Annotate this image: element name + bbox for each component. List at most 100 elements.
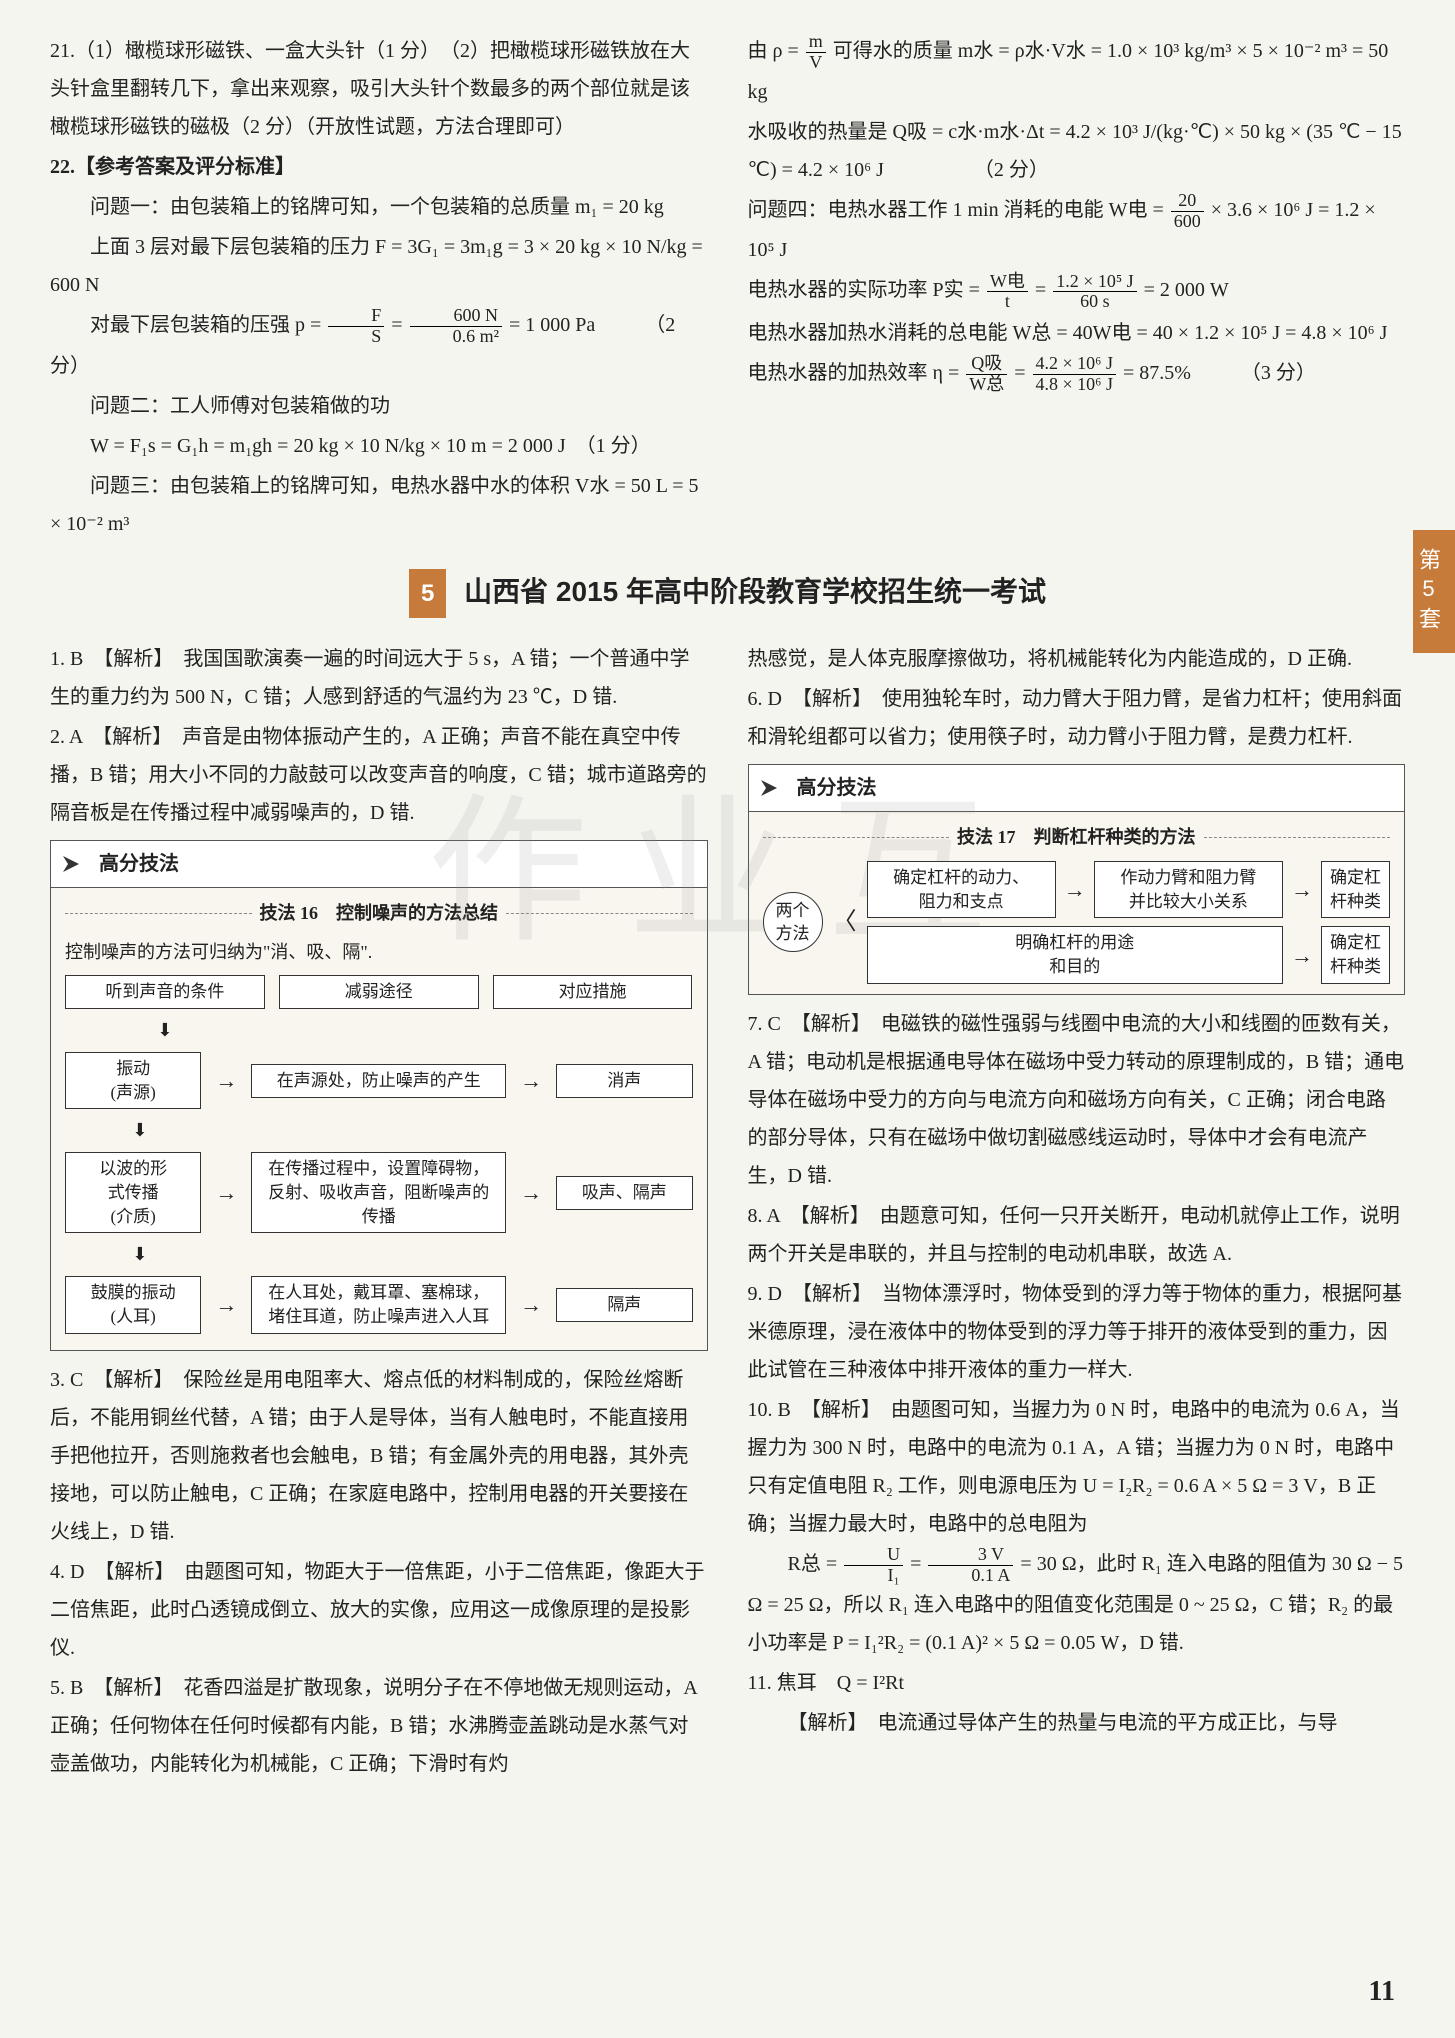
d16-r3c: 隔声 bbox=[556, 1288, 692, 1322]
ans-10-eq: R总 = UI₁ = 3 V0.1 A = 30 Ω，此时 R₁ 连入电路的阻值… bbox=[748, 1545, 1406, 1662]
d16-r3b: 在人耳处，戴耳罩、塞棉球，堵住耳道，防止噪声进入人耳 bbox=[251, 1276, 506, 1334]
arrow-right-icon: → bbox=[215, 1062, 237, 1099]
q21: 21.（1）橄榄球形磁铁、一盒大头针（1 分） （2）把橄榄球形磁铁放在大头针盒… bbox=[50, 32, 708, 146]
fraction: 20600 bbox=[1171, 191, 1204, 232]
r6: 电热水器的加热效率 η = Q吸W总 = 4.2 × 10⁶ J4.8 × 10… bbox=[748, 354, 1406, 395]
arrow-down-icon: ⬇ bbox=[65, 1015, 265, 1046]
d16-h2: 减弱途径 bbox=[279, 975, 479, 1009]
tech-header-17: 高分技法 bbox=[748, 764, 1406, 812]
tech-header-16: 高分技法 bbox=[50, 840, 708, 888]
d16-h3: 对应措施 bbox=[493, 975, 693, 1009]
arrow-icon bbox=[755, 774, 783, 802]
fraction: FS bbox=[328, 306, 384, 347]
q22-p6: 问题三：由包装箱上的铭牌可知，电热水器中水的体积 V水 = 50 L = 5 ×… bbox=[50, 467, 708, 543]
fraction: mV bbox=[806, 32, 826, 73]
tech-intro: 控制噪声的方法可归纳为"消、吸、隔". bbox=[65, 937, 693, 968]
ans-5-cont: 热感觉，是人体克服摩擦做功，将机械能转化为内能造成的，D 正确. bbox=[748, 640, 1406, 678]
d16-r2a: 以波的形 式传播 (介质) bbox=[65, 1152, 201, 1233]
q22-p5: W = F₁s = G₁h = m₁gh = 20 kg × 10 N/kg ×… bbox=[50, 427, 708, 465]
q22-p2: 上面 3 层对最下层包装箱的压力 F = 3G₁ = 3m₁g = 3 × 20… bbox=[50, 228, 708, 304]
d16-r2c: 吸声、隔声 bbox=[556, 1176, 692, 1210]
arrow-right-icon: → bbox=[520, 1062, 542, 1099]
text: 对最下层包装箱的压强 p = bbox=[90, 314, 326, 336]
arrow-right-icon: → bbox=[1291, 937, 1313, 974]
arrow-right-icon: → bbox=[1291, 871, 1313, 908]
fraction: 1.2 × 10⁵ J60 s bbox=[1053, 272, 1136, 313]
sec5-left-col: 1. B 【解析】 我国国歌演奏一遍的时间远大于 5 s，A 错；一个普通中学生… bbox=[50, 638, 708, 1784]
top-section: 21.（1）橄榄球形磁铁、一盒大头针（1 分） （2）把橄榄球形磁铁放在大头针盒… bbox=[50, 30, 1405, 545]
side-tab: 第5套 bbox=[1413, 530, 1455, 653]
d17-b2a: 明确杠杆的用途 和目的 bbox=[867, 926, 1284, 984]
diagram-16: 听到声音的条件 减弱途径 对应措施 ⬇ 振动 (声源) → 在声源处，防止噪声的… bbox=[65, 975, 693, 1333]
fraction: Q吸W总 bbox=[966, 354, 1007, 395]
ans-3: 3. C 【解析】 保险丝是用电阻率大、熔点低的材料制成的，保险丝熔断后，不能用… bbox=[50, 1361, 708, 1551]
sec5-right-col: 热感觉，是人体克服摩擦做功，将机械能转化为内能造成的，D 正确. 6. D 【解… bbox=[748, 638, 1406, 1784]
arrow-down-icon: ⬇ bbox=[65, 1239, 215, 1270]
d17-b1b: 作动力臂和阻力臂 并比较大小关系 bbox=[1094, 861, 1283, 919]
text: R总 = bbox=[788, 1553, 843, 1575]
d17-root: 两个 方法 bbox=[763, 892, 823, 952]
arrow-right-icon: → bbox=[1064, 871, 1086, 908]
tech-label: 高分技法 bbox=[91, 841, 187, 887]
top-left-col: 21.（1）橄榄球形磁铁、一盒大头针（1 分） （2）把橄榄球形磁铁放在大头针盒… bbox=[50, 30, 708, 545]
d16-r1a: 振动 (声源) bbox=[65, 1052, 201, 1110]
r5: 电热水器加热水消耗的总电能 W总 = 40W电 = 40 × 1.2 × 10⁵… bbox=[748, 314, 1406, 352]
ans-1: 1. B 【解析】 我国国歌演奏一遍的时间远大于 5 s，A 错；一个普通中学生… bbox=[50, 640, 708, 716]
tech-title-16: 技法 16 控制噪声的方法总结 bbox=[65, 898, 693, 929]
arrow-icon bbox=[57, 850, 85, 878]
d17-b1a: 确定杠杆的动力、 阻力和支点 bbox=[867, 861, 1056, 919]
ans-11: 11. 焦耳 Q = I²Rt bbox=[748, 1664, 1406, 1702]
q22-head: 22.【参考答案及评分标准】 bbox=[50, 148, 708, 186]
arrow-right-icon: → bbox=[520, 1286, 542, 1323]
d16-r1c: 消声 bbox=[556, 1064, 692, 1098]
tech-title-17: 技法 17 判断杠杆种类的方法 bbox=[763, 822, 1391, 853]
d17-b1c: 确定杠 杆种类 bbox=[1321, 861, 1390, 919]
section-badge: 5 bbox=[409, 569, 446, 619]
section-title-text: 山西省 2015 年高中阶段教育学校招生统一考试 bbox=[464, 576, 1046, 607]
diagram-17: 两个 方法 〈 确定杠杆的动力、 阻力和支点 → 作动力臂和阻力臂 并比较大小关… bbox=[763, 861, 1391, 984]
q22-p3: 对最下层包装箱的压强 p = FS = 600 N0.6 m² = 1 000 … bbox=[50, 306, 708, 385]
r4: 电热水器的实际功率 P实 = W电t = 1.2 × 10⁵ J60 s = 2… bbox=[748, 271, 1406, 312]
arrow-right-icon: → bbox=[520, 1174, 542, 1211]
ans-10-p1: 10. B 【解析】 由题图可知，当握力为 0 N 时，电路中的电流为 0.6 … bbox=[748, 1391, 1406, 1543]
d16-r2b: 在传播过程中，设置障碍物，反射、吸收声音，阻断噪声的传播 bbox=[251, 1152, 506, 1233]
d17-b2b: 确定杠 杆种类 bbox=[1321, 926, 1390, 984]
tech-label: 高分技法 bbox=[789, 765, 885, 811]
tech-box-16: 技法 16 控制噪声的方法总结 控制噪声的方法可归纳为"消、吸、隔". 听到声音… bbox=[50, 888, 708, 1350]
text: 可得水的质量 m水 = ρ水·V水 = 1.0 × 10³ kg/m³ × 5 … bbox=[748, 40, 1389, 103]
section-5-body: 1. B 【解析】 我国国歌演奏一遍的时间远大于 5 s，A 错；一个普通中学生… bbox=[50, 638, 1405, 1784]
r3: 问题四：电热水器工作 1 min 消耗的电能 W电 = 20600 × 3.6 … bbox=[748, 191, 1406, 270]
text: 电热水器的实际功率 P实 = bbox=[748, 279, 985, 301]
fraction: 4.2 × 10⁶ J4.8 × 10⁶ J bbox=[1033, 354, 1116, 395]
tech-box-17: 技法 17 判断杠杆种类的方法 两个 方法 〈 确定杠杆的动力、 阻力和支点 →… bbox=[748, 812, 1406, 995]
text: = 87.5% （3 分） bbox=[1123, 362, 1316, 384]
text: 电热水器的加热效率 η = bbox=[748, 362, 965, 384]
ans-8: 8. A 【解析】 由题意可知，任何一只开关断开，电动机就停止工作，说明两个开关… bbox=[748, 1197, 1406, 1273]
arrow-down-icon: ⬇ bbox=[65, 1115, 215, 1146]
text: 由 ρ = bbox=[748, 40, 804, 62]
page-number: 11 bbox=[1369, 1965, 1395, 2018]
r1: 由 ρ = mV 可得水的质量 m水 = ρ水·V水 = 1.0 × 10³ k… bbox=[748, 32, 1406, 111]
q22-p4: 问题二：工人师傅对包装箱做的功 bbox=[50, 387, 708, 425]
text: 问题四：电热水器工作 1 min 消耗的电能 W电 = bbox=[748, 199, 1169, 221]
d16-r3a: 鼓膜的振动 (人耳) bbox=[65, 1276, 201, 1334]
ans-7: 7. C 【解析】 电磁铁的磁性强弱与线圈中电流的大小和线圈的匝数有关，A 错；… bbox=[748, 1005, 1406, 1195]
top-right-col: 由 ρ = mV 可得水的质量 m水 = ρ水·V水 = 1.0 × 10³ k… bbox=[748, 30, 1406, 545]
section-5-title: 5 山西省 2015 年高中阶段教育学校招生统一考试 bbox=[50, 565, 1405, 619]
d16-r1b: 在声源处，防止噪声的产生 bbox=[251, 1064, 506, 1098]
arrow-right-icon: → bbox=[215, 1174, 237, 1211]
ans-4: 4. D 【解析】 由题图可知，物距大于一倍焦距，小于二倍焦距，像距大于二倍焦距… bbox=[50, 1553, 708, 1667]
r2: 水吸收的热量是 Q吸 = c水·m水·Δt = 4.2 × 10³ J/(kg·… bbox=[748, 113, 1406, 189]
bracket-icon: 〈 bbox=[833, 902, 857, 943]
ans-5: 5. B 【解析】 花香四溢是扩散现象，说明分子在不停地做无规则运动，A 正确；… bbox=[50, 1669, 708, 1783]
ans-9: 9. D 【解析】 当物体漂浮时，物体受到的浮力等于物体的重力，根据阿基米德原理… bbox=[748, 1275, 1406, 1389]
q22-p1: 问题一：由包装箱上的铭牌可知，一个包装箱的总质量 m₁ = 20 kg bbox=[50, 188, 708, 226]
fraction: UI₁ bbox=[844, 1545, 903, 1586]
ans-2: 2. A 【解析】 声音是由物体振动产生的，A 正确；声音不能在真空中传播，B … bbox=[50, 718, 708, 832]
fraction: W电t bbox=[987, 272, 1028, 313]
d16-h1: 听到声音的条件 bbox=[65, 975, 265, 1009]
ans-6: 6. D 【解析】 使用独轮车时，动力臂大于阻力臂，是省力杠杆；使用斜面和滑轮组… bbox=[748, 680, 1406, 756]
fraction: 600 N0.6 m² bbox=[410, 306, 502, 347]
arrow-right-icon: → bbox=[215, 1286, 237, 1323]
fraction: 3 V0.1 A bbox=[928, 1545, 1013, 1586]
